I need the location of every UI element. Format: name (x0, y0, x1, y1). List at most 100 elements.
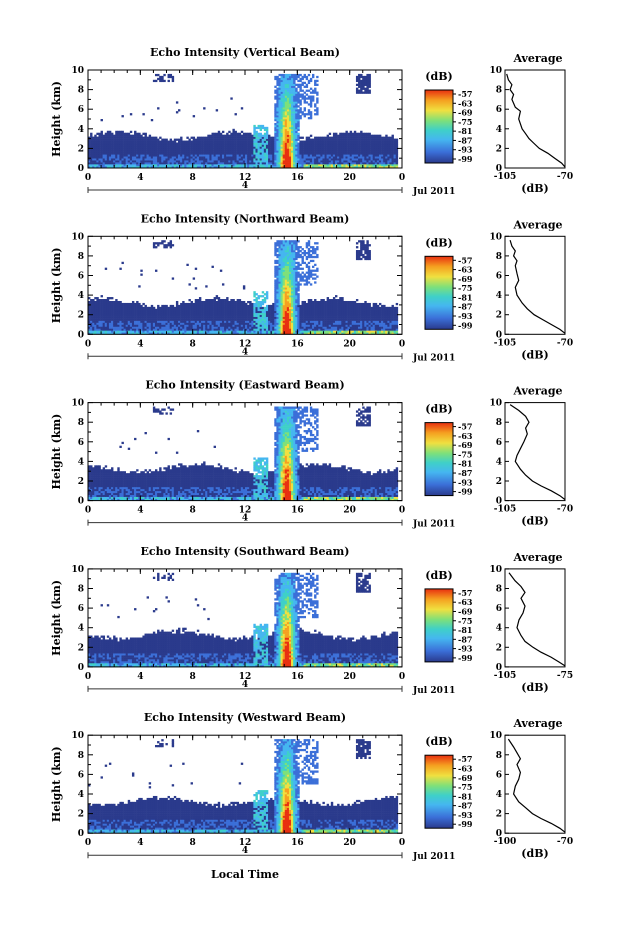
heatmap-cell (243, 135, 245, 137)
heatmap-cell (147, 319, 149, 321)
heatmap-cell (333, 162, 335, 164)
heatmap-cell (111, 317, 113, 319)
heatmap-cell (191, 325, 193, 327)
heatmap-cell (283, 277, 285, 279)
heatmap-cell (176, 154, 178, 156)
heatmap-cell (113, 326, 115, 328)
heatmap-cell (180, 162, 182, 164)
heatmap-cell (151, 119, 153, 121)
heatmap-cell (94, 141, 96, 143)
heatmap-cell (373, 135, 375, 137)
heatmap-cell (293, 127, 295, 129)
heatmap-cell (258, 125, 260, 127)
heatmap-cell (193, 325, 195, 327)
heatmap-cell (297, 86, 299, 88)
heatmap-cell (222, 321, 224, 323)
heatmap-cell (266, 293, 268, 295)
heatmap-cell (126, 309, 128, 311)
panel-title: Echo Intensity (Northward Beam) (141, 212, 350, 225)
heatmap-cell (239, 328, 241, 330)
heatmap-cell (180, 139, 182, 141)
heatmap-cell (295, 143, 297, 145)
heatmap-cell (379, 144, 381, 146)
heatmap-cell (306, 152, 308, 154)
echo-intensity-figure: Echo Intensity (Vertical Beam)02468100 4 8… (0, 0, 621, 929)
heatmap-cell (155, 141, 157, 143)
heatmap-cell (329, 143, 331, 145)
heatmap-cell (287, 158, 289, 160)
heatmap-cell (287, 137, 289, 139)
heatmap-cell (199, 315, 201, 317)
heatmap-cell (243, 158, 245, 160)
heatmap-cell (283, 303, 285, 305)
heatmap-cell (289, 164, 291, 166)
heatmap-cell (212, 325, 214, 327)
heatmap-cell (283, 297, 285, 299)
heatmap-cell (276, 305, 278, 307)
heatmap-cell (381, 152, 383, 154)
heatmap-cell (251, 137, 253, 139)
heatmap-cell (243, 156, 245, 158)
heatmap-cell (174, 156, 176, 158)
heatmap-cell (331, 143, 333, 145)
heatmap-cell (136, 150, 138, 152)
heatmap-cell (191, 323, 193, 325)
heatmap-cell (262, 143, 264, 145)
heatmap-cell (203, 146, 205, 148)
heatmap-cell (94, 143, 96, 145)
heatmap-cell (276, 156, 278, 158)
heatmap-cell (126, 313, 128, 315)
heatmap-cell (103, 152, 105, 154)
heatmap-cell (230, 144, 232, 146)
heatmap-cell (304, 146, 306, 148)
heatmap-cell (130, 311, 132, 313)
heatmap-cell (230, 317, 232, 319)
heatmap-cell (161, 326, 163, 328)
heatmap-cell (155, 139, 157, 141)
heatmap-cell (172, 313, 174, 315)
heatmap-cell (360, 144, 362, 146)
heatmap-cell (113, 152, 115, 154)
heatmap-cell (212, 160, 214, 162)
heatmap-cell (226, 328, 228, 330)
heatmap-cell (134, 135, 136, 137)
heatmap-cell (199, 150, 201, 152)
heatmap-cell (364, 154, 366, 156)
heatmap-cell (142, 321, 144, 323)
heatmap-cell (193, 146, 195, 148)
heatmap-cell (134, 309, 136, 311)
heatmap-cell (168, 242, 170, 244)
heatmap-cell (218, 143, 220, 145)
heatmap-cell (209, 164, 211, 166)
heatmap-cell (356, 135, 358, 137)
heatmap-cell (375, 156, 377, 158)
heatmap-cell (203, 319, 205, 321)
heatmap-cell (207, 141, 209, 143)
heatmap-cell (274, 86, 276, 88)
heatmap-cell (124, 323, 126, 325)
heatmap-cell (281, 156, 283, 158)
heatmap-cell (289, 162, 291, 164)
heatmap-cell (291, 141, 293, 143)
heatmap-cell (165, 325, 167, 327)
heatmap-cell (214, 307, 216, 309)
heatmap-cell (276, 293, 278, 295)
heatmap-cell (174, 326, 176, 328)
heatmap-cell (161, 313, 163, 315)
heatmap-cell (243, 152, 245, 154)
heatmap-cell (297, 129, 299, 131)
heatmap-cell (364, 133, 366, 135)
heatmap-cell (381, 148, 383, 150)
heatmap-cell (224, 319, 226, 321)
heatmap-cell (331, 164, 333, 166)
heatmap-cell (276, 285, 278, 287)
heatmap-cell (291, 119, 293, 121)
heatmap-cell (255, 156, 257, 158)
heatmap-cell (274, 131, 276, 133)
heatmap-cell (186, 146, 188, 148)
heatmap-cell (281, 295, 283, 297)
heatmap-cell (214, 325, 216, 327)
heatmap-cell (241, 150, 243, 152)
heatmap-cell (232, 317, 234, 319)
heatmap-cell (203, 152, 205, 154)
